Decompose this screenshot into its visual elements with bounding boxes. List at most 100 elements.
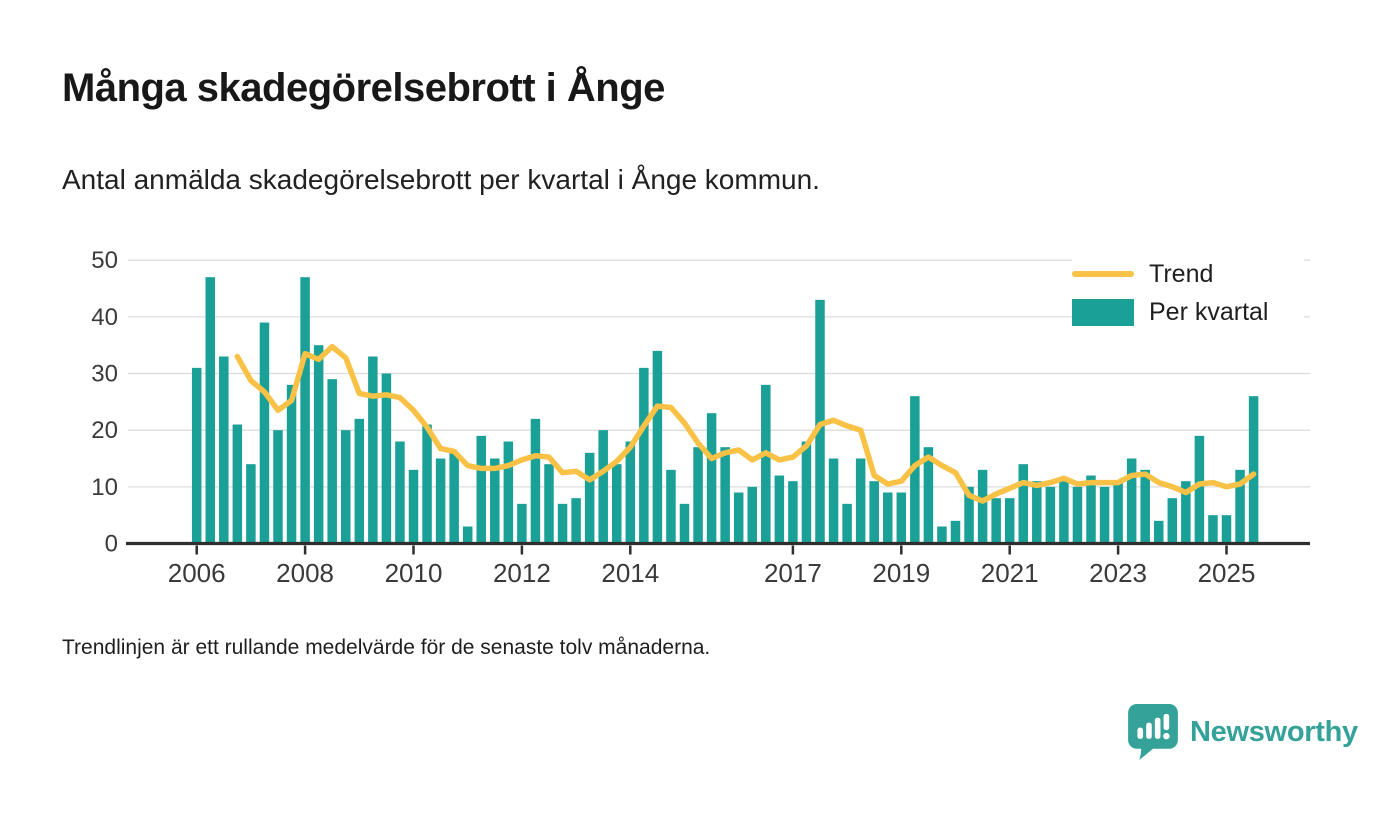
bar xyxy=(598,430,608,544)
bar xyxy=(327,379,337,544)
x-axis-tick-label: 2006 xyxy=(168,558,226,588)
bar xyxy=(1140,469,1150,544)
bar xyxy=(733,492,744,544)
y-axis-tick-label: 50 xyxy=(91,247,118,274)
bar xyxy=(503,441,514,544)
bar xyxy=(205,277,215,544)
bar xyxy=(1072,486,1083,544)
bar xyxy=(341,430,351,544)
bar xyxy=(571,498,581,544)
y-axis-tick-label: 0 xyxy=(105,531,118,558)
x-axis-tick-label: 2019 xyxy=(872,558,930,588)
bar xyxy=(462,526,473,544)
bar xyxy=(612,464,622,544)
bar xyxy=(1167,498,1178,544)
x-axis-tick-label: 2008 xyxy=(276,558,334,588)
bar xyxy=(761,384,771,544)
bar xyxy=(286,384,297,544)
bar xyxy=(666,469,676,544)
bar xyxy=(1113,481,1123,544)
bar xyxy=(530,418,541,544)
page-title: Många skadegörelsebrott i Ånge xyxy=(62,66,665,110)
bar xyxy=(1248,396,1259,544)
bar xyxy=(842,503,852,544)
bar xyxy=(313,345,324,544)
legend-label-per-kvartal: Per kvartal xyxy=(1149,297,1269,326)
bar xyxy=(801,441,812,544)
bar xyxy=(1154,520,1164,544)
bar xyxy=(693,447,703,544)
x-axis-tick-label: 2017 xyxy=(764,558,822,588)
bar xyxy=(1208,515,1218,544)
bar xyxy=(639,367,649,544)
bar xyxy=(964,486,974,544)
bar xyxy=(828,458,839,544)
bar xyxy=(449,452,459,544)
y-axis-tick-label: 10 xyxy=(91,474,118,501)
bar xyxy=(557,503,568,544)
bar xyxy=(977,469,988,544)
bar xyxy=(259,322,270,544)
bar xyxy=(408,469,419,544)
y-axis-tick-label: 20 xyxy=(91,417,118,444)
bar xyxy=(774,475,785,544)
bar xyxy=(896,492,907,544)
bar xyxy=(368,356,378,544)
bar xyxy=(869,481,879,544)
bar xyxy=(246,464,256,544)
bar xyxy=(937,526,947,544)
legend-item-per-kvartal: Per kvartal xyxy=(1072,298,1304,327)
bar xyxy=(788,481,798,544)
bar xyxy=(883,492,893,544)
bar xyxy=(232,424,243,544)
bar xyxy=(1235,469,1245,544)
bar xyxy=(191,367,202,544)
quarterly-bar-chart: 0 10 20 30 40 50 2006 2008 2010 2012 2014 2017 2019 2… xyxy=(91,247,1310,588)
bar xyxy=(1004,498,1015,544)
x-axis-tick-label: 2014 xyxy=(601,558,659,588)
bar xyxy=(354,418,365,544)
bar xyxy=(395,441,405,544)
chart-subtitle: Antal anmälda skadegörelsebrott per kvar… xyxy=(62,164,820,195)
bar xyxy=(706,413,717,544)
bar xyxy=(422,424,432,544)
chart-legend: Trend Per kvartal xyxy=(1072,252,1304,334)
x-axis-tick-label: 2023 xyxy=(1089,558,1147,588)
bar xyxy=(219,356,229,544)
newsworthy-logo-text: Newsworthy xyxy=(1190,715,1358,748)
y-axis-tick-label: 30 xyxy=(91,361,118,388)
bar xyxy=(991,498,1001,544)
bar xyxy=(1181,481,1191,544)
bar xyxy=(1194,435,1205,544)
bar xyxy=(544,464,554,544)
x-axis-tick-label: 2010 xyxy=(385,558,443,588)
bar xyxy=(476,435,486,544)
bar xyxy=(273,430,283,544)
bar xyxy=(679,503,690,544)
newsworthy-branding: Newsworthy xyxy=(1128,704,1358,760)
bar xyxy=(1126,458,1137,544)
bar xyxy=(855,458,866,544)
bar xyxy=(1018,464,1028,544)
bar xyxy=(300,277,310,544)
legend-label-trend: Trend xyxy=(1149,259,1214,288)
trend-line-swatch xyxy=(1072,271,1134,277)
bar xyxy=(950,520,961,544)
x-axis-tick-label: 2012 xyxy=(493,558,551,588)
newsworthy-logo-icon xyxy=(1128,704,1178,760)
bar xyxy=(435,458,446,544)
bar xyxy=(1099,486,1110,544)
bar xyxy=(747,486,757,544)
bar xyxy=(652,350,663,544)
bar xyxy=(1059,481,1069,544)
x-axis-tick-label: 2025 xyxy=(1198,558,1256,588)
bar xyxy=(1045,486,1056,544)
bar xyxy=(584,452,595,544)
y-axis-tick-label: 40 xyxy=(91,304,118,331)
bar xyxy=(1086,475,1096,544)
x-axis-tick-label: 2021 xyxy=(981,558,1039,588)
bar xyxy=(910,396,920,544)
bar xyxy=(923,447,934,544)
bar xyxy=(1221,515,1232,544)
